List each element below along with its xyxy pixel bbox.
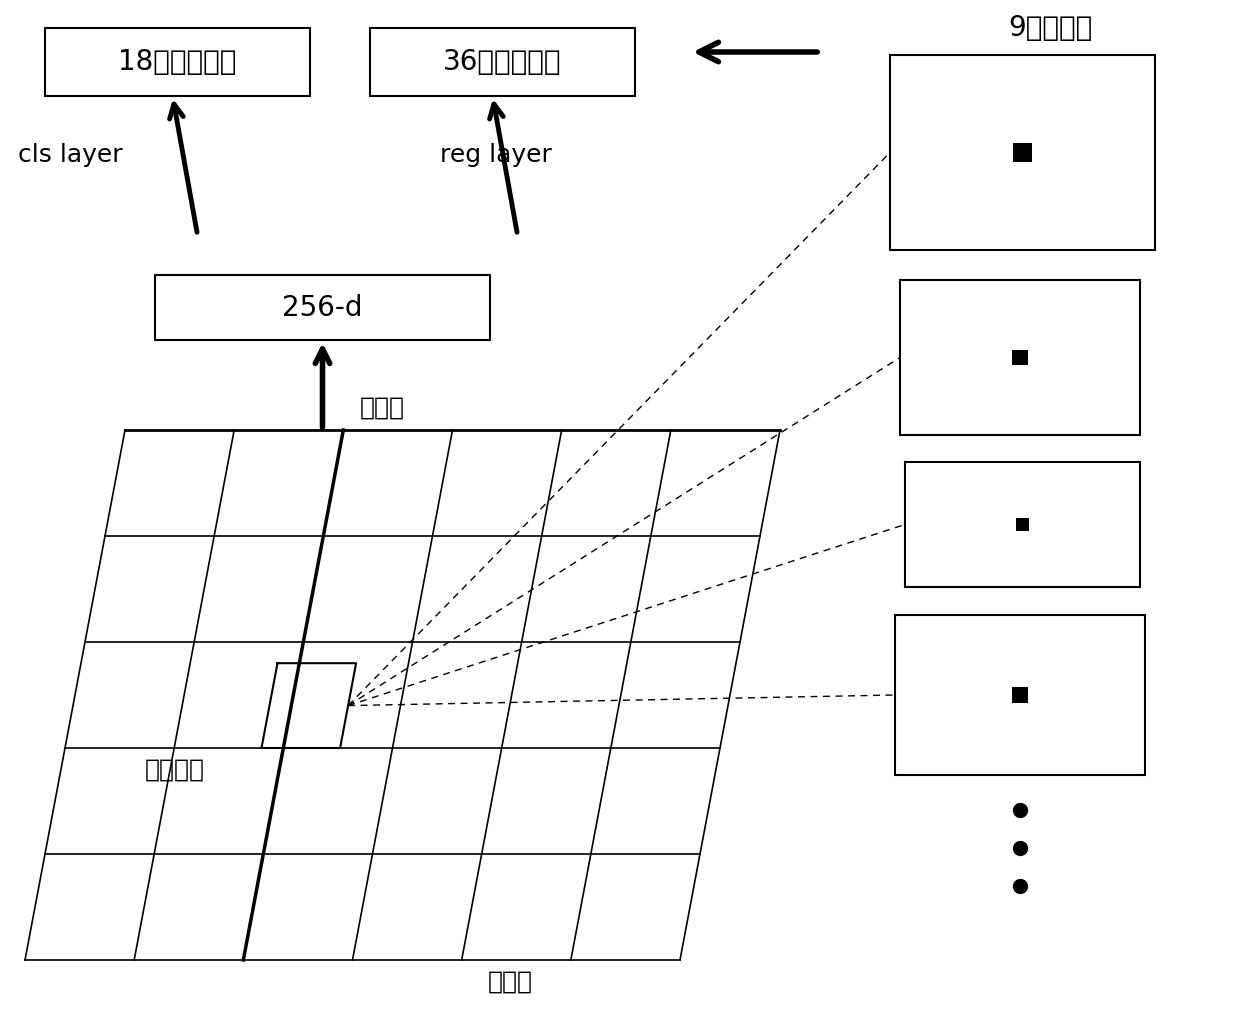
Text: 256-d: 256-d	[283, 294, 363, 321]
Text: reg layer: reg layer	[440, 143, 552, 167]
Bar	[1012, 349, 1028, 366]
Text: 特征图: 特征图	[487, 970, 532, 994]
Bar	[1012, 687, 1028, 703]
Bar	[895, 615, 1145, 775]
Bar	[1013, 143, 1032, 162]
Bar	[370, 28, 635, 96]
Text: 18个类别得分: 18个类别得分	[118, 48, 237, 76]
Text: 卷积层: 卷积层	[360, 396, 405, 420]
Text: 滑动窗口: 滑动窗口	[145, 758, 205, 782]
Bar	[900, 280, 1140, 435]
Bar	[155, 275, 490, 340]
Text: 36个位置参数: 36个位置参数	[443, 48, 562, 76]
Text: 9个建议框: 9个建议框	[1008, 14, 1092, 42]
Bar	[890, 55, 1154, 250]
Text: cls layer: cls layer	[19, 143, 123, 167]
Bar	[905, 462, 1140, 587]
Bar	[1017, 519, 1029, 531]
Bar	[45, 28, 310, 96]
